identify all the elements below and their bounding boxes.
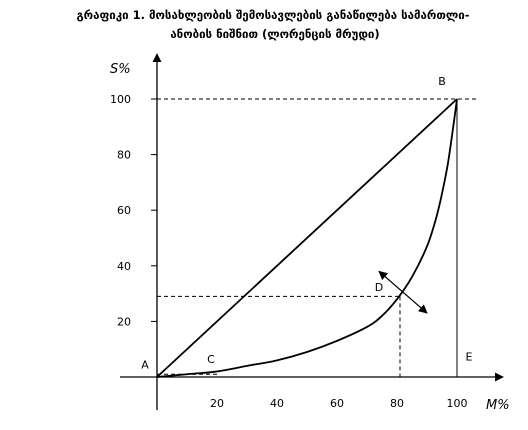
x-tick-label: 80 [390,397,404,410]
point-label-c: C [207,353,215,366]
x-tick-label: 40 [270,397,284,410]
x-axis-label: M% [486,398,510,413]
y-tick-label: 40 [117,260,131,273]
chart-title: გრაფიკი 1. მოსახლეობის შემოსავლების განა… [0,6,528,44]
tick-labels: 20 40 60 80 100 20 40 60 80 100 S% M% [110,62,510,413]
point-label-a: A [141,359,149,372]
y-tick-label: 60 [117,204,131,217]
y-tick-label: 100 [110,93,131,106]
equality-line [156,98,458,378]
x-tick-label: 100 [447,397,468,410]
double-arrow [378,270,428,314]
y-tick-label: 80 [117,149,131,162]
x-tick-label: 20 [210,397,224,410]
point-label-e: E [466,350,473,363]
series [156,98,458,378]
point-label-b: B [438,75,446,88]
y-tick-label: 20 [117,315,131,328]
y-axis-label: S% [110,62,131,77]
point-labels: A B C D E [141,75,472,372]
point-label-d: D [375,281,383,294]
axes [120,53,504,410]
x-tick-label: 60 [330,397,344,410]
lorenz-curve [156,98,458,378]
chart-title-line-2: ანობის ნიშნით (ლორენცის მრუდი) [170,27,380,41]
chart-title-line-1: გრაფიკი 1. მოსახლეობის შემოსავლების განა… [76,8,470,22]
